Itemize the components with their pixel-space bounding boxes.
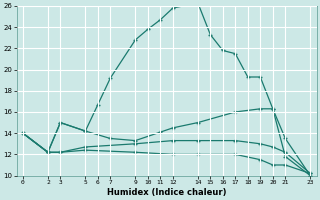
X-axis label: Humidex (Indice chaleur): Humidex (Indice chaleur) xyxy=(107,188,226,197)
